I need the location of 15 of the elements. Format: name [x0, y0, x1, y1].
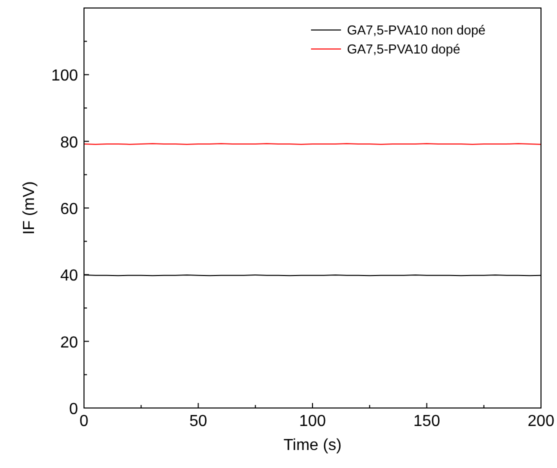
- legend-label: GA7,5-PVA10 non dopé: [347, 22, 486, 38]
- x-tick-label: 50: [189, 413, 208, 430]
- x-tick-label: 200: [528, 413, 554, 430]
- y-tick-label: 100: [51, 68, 78, 85]
- y-tick-label: 80: [60, 134, 78, 152]
- legend-label: GA7,5-PVA10 dopé: [347, 42, 460, 56]
- y-tick-label: 0: [69, 401, 78, 418]
- y-tick-label: 60: [60, 201, 78, 218]
- x-axis-title: Time (s): [283, 437, 342, 454]
- y-tick-label: 40: [60, 268, 78, 285]
- y-tick-label: 20: [60, 334, 78, 352]
- y-axis-title: IF (mV): [21, 181, 38, 235]
- x-tick-label: 0: [80, 413, 89, 430]
- x-tick-label: 100: [299, 413, 326, 430]
- x-tick-label: 150: [413, 413, 440, 430]
